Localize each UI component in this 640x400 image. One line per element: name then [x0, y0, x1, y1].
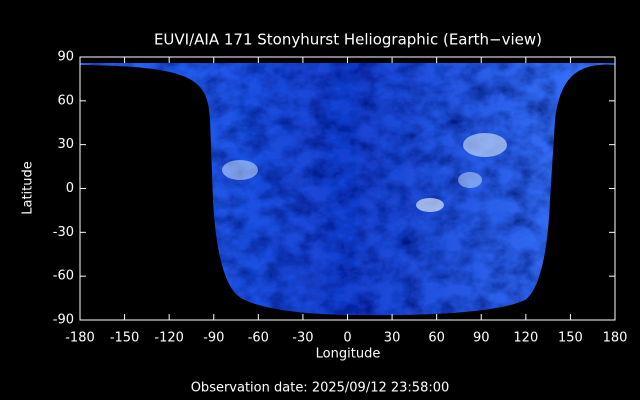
x-tick-label: 0: [343, 331, 351, 346]
observation-note: Observation date: 2025/09/12 23:58:00: [191, 381, 450, 396]
bright-region: [416, 198, 444, 212]
y-tick-label: -90: [53, 313, 74, 328]
x-tick-label: 60: [428, 331, 445, 346]
x-tick-label: -30: [292, 331, 313, 346]
y-axis-label: Latitude: [21, 161, 36, 215]
x-tick-label: 90: [473, 331, 490, 346]
x-tick-label: -60: [248, 331, 269, 346]
y-tick-label: -30: [53, 225, 74, 240]
bright-region: [458, 172, 482, 188]
x-tick-label: -150: [110, 331, 140, 346]
x-tick-label: 180: [603, 331, 628, 346]
solar-map: [80, 63, 615, 316]
x-tick-label: -90: [203, 331, 224, 346]
x-tick-label: 150: [558, 331, 583, 346]
bright-region: [463, 133, 507, 157]
bright-region: [222, 160, 258, 180]
x-tick-label: -180: [65, 331, 95, 346]
y-tick-label: -60: [53, 269, 74, 284]
y-tick-label: 90: [57, 50, 74, 65]
x-tick-label: 120: [513, 331, 538, 346]
x-axis-label: Longitude: [316, 347, 381, 362]
y-tick-label: 0: [66, 181, 74, 196]
x-tick-label: -120: [154, 331, 184, 346]
y-tick-label: 30: [57, 137, 74, 152]
y-tick-label: 60: [57, 93, 74, 108]
x-tick-label: 30: [384, 331, 401, 346]
chart-title: EUVI/AIA 171 Stonyhurst Heliographic (Ea…: [154, 31, 542, 49]
